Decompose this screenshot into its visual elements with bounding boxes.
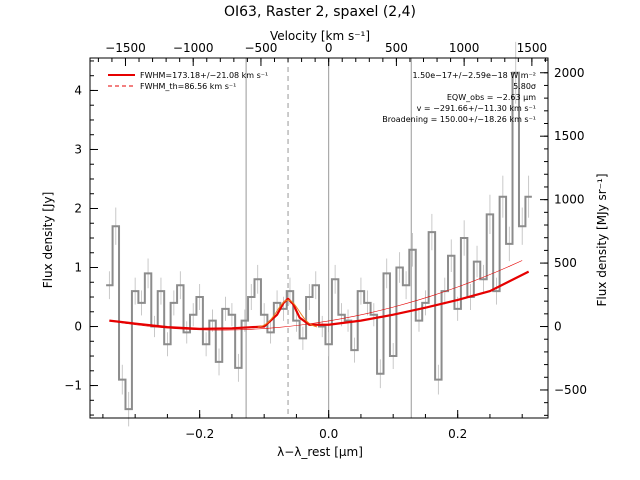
y-tick-label: 2 — [74, 201, 82, 215]
top-tick-label: 0 — [325, 41, 333, 55]
right-tick-label: 2000 — [554, 66, 585, 80]
x-axis-label: λ−λ_rest [μm] — [277, 445, 363, 459]
y-tick-label: 1 — [74, 261, 82, 275]
right-axis-label: Flux density [MJy sr⁻¹] — [595, 173, 609, 306]
top-tick-label: −1500 — [105, 41, 146, 55]
legend-thermal-label: FWHM_th=86.56 km s⁻¹ — [140, 82, 236, 91]
top-tick-label: 1500 — [517, 41, 548, 55]
right-tick-label: 1500 — [554, 129, 585, 143]
baseline-line — [109, 260, 523, 331]
x-tick-label: 0.2 — [448, 427, 467, 441]
data-layer — [106, 41, 532, 427]
top-tick-label: 500 — [385, 41, 408, 55]
chart-title: OI63, Raster 2, spaxel (2,4) — [224, 4, 416, 20]
fit-line — [109, 270, 530, 330]
x-tick-label: 0.0 — [319, 427, 338, 441]
right-tick-label: −500 — [554, 383, 587, 397]
right-tick-label: 0 — [554, 320, 562, 334]
gaussian-component — [257, 299, 318, 328]
top-tick-label: −1000 — [173, 41, 214, 55]
y-tick-label: −1 — [64, 379, 82, 393]
annotation-text: 5.80σ — [513, 82, 536, 91]
y-tick-label: 0 — [74, 320, 82, 334]
annotation-text: Broadening = 150.00+/−18.26 km s⁻¹ — [382, 115, 536, 124]
annotation-text: 1.50e−17+/−2.59e−18 W m⁻² — [412, 71, 536, 80]
right-tick-label: 500 — [554, 256, 577, 270]
spectrum-line — [106, 71, 532, 411]
y-tick-label: 4 — [74, 83, 82, 97]
y-axis-label: Flux density [Jy] — [41, 192, 55, 289]
annotation-text: EQW_obs = −2.63 μm — [447, 93, 536, 102]
axes-layer — [89, 57, 549, 419]
x-tick-label: −0.2 — [185, 427, 214, 441]
top-axis-label: Velocity [km s⁻¹] — [270, 29, 370, 43]
y-tick-label: 3 — [74, 142, 82, 156]
top-tick-label: −500 — [244, 41, 277, 55]
legend-fit-label: FWHM=173.18+/−21.08 km s⁻¹ — [140, 71, 268, 80]
top-tick-label: 1000 — [449, 41, 480, 55]
right-tick-label: 1000 — [554, 193, 585, 207]
text-layer: −0.2 0.0 0.2−1500 −1000 −500 0 500 1000 1500−101… — [64, 41, 587, 441]
annotation-text: v = −291.66+/−11.30 km s⁻¹ — [417, 104, 536, 113]
